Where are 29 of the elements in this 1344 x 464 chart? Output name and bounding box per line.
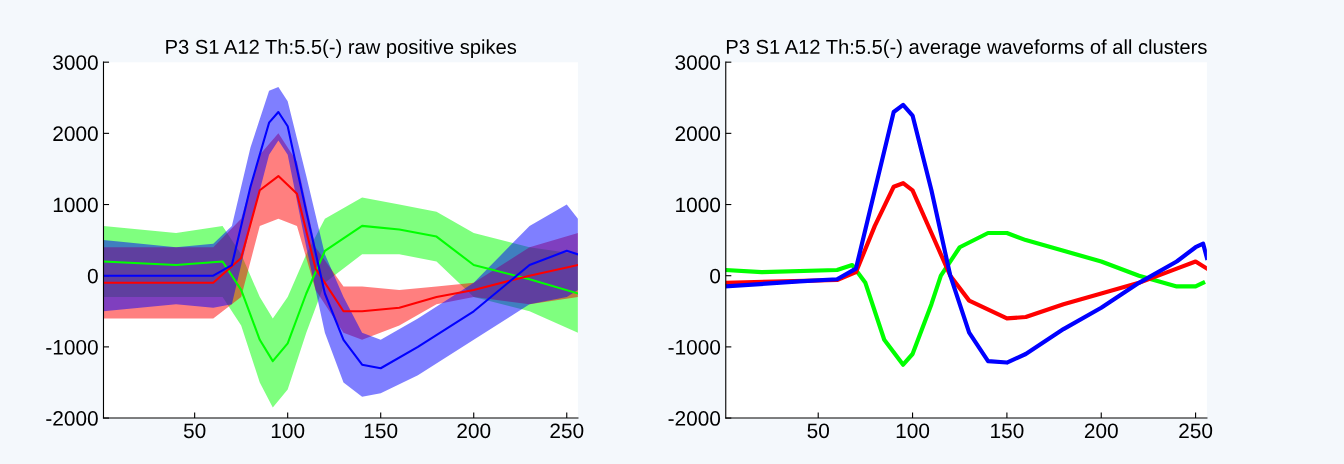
- y-tick-label: 0: [710, 268, 721, 284]
- y-tick-label: -1000: [668, 339, 721, 355]
- y-tick-label: 3000: [675, 55, 721, 70]
- line-series: [725, 102, 1207, 365]
- y-tick-label: 2000: [53, 126, 98, 142]
- y-tick-label: -2000: [668, 411, 721, 426]
- line-series: [103, 175, 578, 313]
- x-tick-label: 200: [457, 423, 491, 439]
- x-tick-label: 250: [1179, 423, 1213, 439]
- x-tick-label: 100: [271, 423, 305, 439]
- x-tick-label: 250: [550, 423, 584, 439]
- x-tick-label: 100: [896, 423, 930, 439]
- x-tick-label: 200: [1084, 423, 1118, 439]
- x-tick-label: 50: [183, 423, 206, 439]
- y-tick-label: 0: [87, 268, 98, 284]
- y-tick-label: -1000: [46, 339, 98, 355]
- chart-title: P3 S1 A12 Th:5.5(-) raw positive spikes: [166, 39, 517, 59]
- x-tick-label: 50: [807, 423, 829, 439]
- y-tick-label: 1000: [676, 197, 721, 213]
- x-tick-label: 150: [364, 423, 398, 439]
- line-series: [725, 230, 1206, 367]
- x-tick-label: 150: [991, 423, 1024, 439]
- y-tick-label: 1000: [53, 197, 98, 213]
- y-tick-label: 2000: [675, 126, 721, 142]
- line-series: [103, 110, 578, 370]
- y-tick-label: -2000: [46, 411, 98, 426]
- y-tick-label: 3000: [53, 55, 98, 70]
- line-series: [103, 224, 578, 363]
- chart-title: P3 S1 A12 Th:5.5(-) average waveforms of all clusters: [726, 39, 1207, 59]
